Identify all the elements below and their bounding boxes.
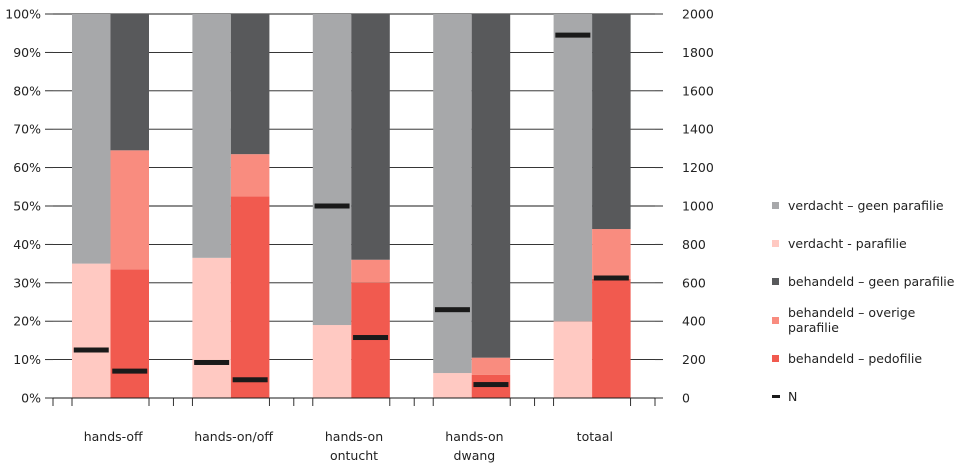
bar-segment <box>72 14 111 264</box>
bar-segment <box>110 150 149 270</box>
legend-item: verdacht – geen parafilie <box>772 186 964 224</box>
y-right-tick-label: 1000 <box>682 199 714 214</box>
legend-label: behandeld – pedofilie <box>788 350 923 366</box>
y-left-tick-label: 10% <box>13 352 41 367</box>
legend-swatch <box>772 239 779 247</box>
bar-segment <box>110 269 149 398</box>
bar-segment <box>192 14 231 258</box>
y-right-tick-label: 1600 <box>682 83 714 98</box>
bar-segment <box>553 321 593 398</box>
n-marker <box>232 377 268 383</box>
bar-segment <box>471 357 511 375</box>
legend-swatch <box>772 316 779 324</box>
bar-segment <box>230 196 270 398</box>
y-left-tick-label: 80% <box>13 83 41 98</box>
bar-segment <box>553 14 593 322</box>
x-category-label: hands-on <box>445 429 503 444</box>
bar-segment <box>192 257 231 398</box>
legend-label: N <box>788 389 798 405</box>
bar-segment <box>312 325 352 398</box>
x-category-label: totaal <box>577 429 613 444</box>
n-marker <box>473 382 509 388</box>
legend-item: behandeld – overige parafilie <box>772 301 964 339</box>
y-right-tick-label: 1400 <box>682 122 714 137</box>
bar-segment <box>110 14 149 151</box>
n-marker <box>555 32 591 38</box>
legend-swatch <box>772 201 779 209</box>
bar-segment <box>592 14 631 230</box>
x-category-label: ontucht <box>330 448 378 463</box>
y-left-tick-label: 100% <box>5 7 41 22</box>
y-right-tick-label: 0 <box>682 391 690 406</box>
n-marker <box>112 368 148 374</box>
legend-label: behandeld – overige parafilie <box>788 305 916 336</box>
bar-segment <box>351 282 390 398</box>
legend-item: N <box>772 377 964 415</box>
n-marker <box>194 359 230 365</box>
legend-item: behandeld – geen parafilie <box>772 263 964 301</box>
legend-swatch <box>772 354 779 362</box>
n-marker <box>593 275 629 281</box>
x-category-label: dwang <box>454 448 496 463</box>
y-left-tick-label: 30% <box>13 275 41 290</box>
y-left-tick-label: 20% <box>13 314 41 329</box>
legend-swatch <box>772 395 780 399</box>
y-left-tick-label: 90% <box>13 45 41 60</box>
n-marker <box>314 203 350 209</box>
y-right-tick-label: 800 <box>682 237 706 252</box>
bar-segment <box>471 14 511 358</box>
bar-segment <box>230 14 270 155</box>
x-category-label: hands-on <box>325 429 383 444</box>
bar-segment <box>72 263 111 398</box>
legend-item: verdacht - parafilie <box>772 224 964 262</box>
y-right-tick-label: 600 <box>682 275 706 290</box>
bar-segment <box>592 278 631 398</box>
legend: verdacht – geen parafilie verdacht - para… <box>772 186 964 416</box>
bar-segment <box>312 14 352 326</box>
y-left-tick-label: 70% <box>13 122 41 137</box>
bar-segment <box>433 14 472 374</box>
y-left-tick-label: 40% <box>13 237 41 252</box>
bar-segment <box>351 14 390 260</box>
legend-label: behandeld – geen parafilie <box>788 274 955 290</box>
n-marker <box>73 347 109 353</box>
y-left-tick-label: 60% <box>13 160 41 175</box>
n-marker <box>434 307 470 313</box>
legend-swatch <box>772 278 779 286</box>
y-right-tick-label: 1800 <box>682 45 714 60</box>
bar-segment <box>351 259 390 283</box>
y-right-tick-label: 400 <box>682 314 706 329</box>
bar-segment <box>433 373 472 398</box>
legend-label: verdacht - parafilie <box>788 235 907 251</box>
y-right-tick-label: 200 <box>682 352 706 367</box>
y-right-tick-label: 2000 <box>682 7 714 22</box>
y-left-tick-label: 0% <box>21 391 41 406</box>
bar-segment <box>230 154 270 197</box>
y-left-tick-label: 50% <box>13 199 41 214</box>
x-category-label: hands-off <box>84 429 143 444</box>
legend-label: verdacht – geen parafilie <box>788 197 944 213</box>
y-right-tick-label: 1200 <box>682 160 714 175</box>
legend-item: behandeld – pedofilie <box>772 339 964 377</box>
n-marker <box>353 335 389 341</box>
x-category-label: hands-on/off <box>194 429 273 444</box>
bar-segment <box>592 229 631 279</box>
